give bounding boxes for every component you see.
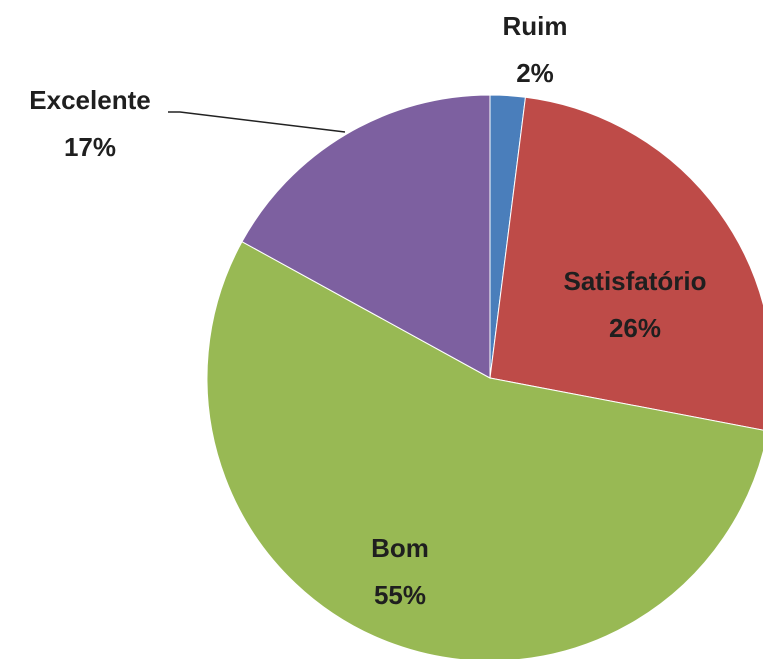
slice-label: Ruim <box>503 11 568 41</box>
slice-label: Bom <box>371 533 429 563</box>
slice-label: Satisfatório <box>563 266 706 296</box>
slice-percent: 17% <box>64 132 116 162</box>
pie-slice <box>241 94 491 379</box>
slice-percent: 2% <box>516 58 554 88</box>
slice-percent: 26% <box>609 313 661 343</box>
pie-slice <box>206 240 763 659</box>
leader-line <box>168 111 346 133</box>
slice-label: Excelente <box>29 85 150 115</box>
pie-slice <box>489 96 763 431</box>
slice-percent: 55% <box>374 580 426 610</box>
